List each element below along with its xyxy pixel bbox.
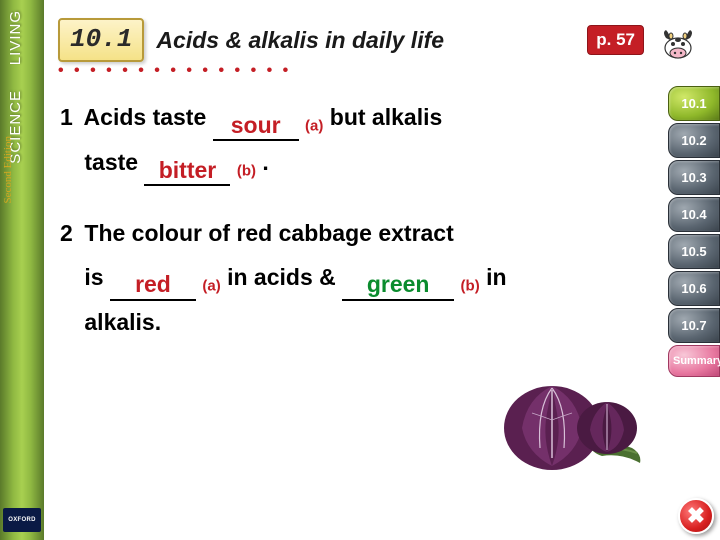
- content-area: 1 Acids taste sour (a) but alkalis taste…: [60, 96, 630, 371]
- section-number-badge: 10.1: [58, 18, 144, 62]
- question: 1 Acids taste sour (a) but alkalis taste…: [60, 96, 630, 186]
- header: 10.1 Acids & alkalis in daily life p. 57: [58, 18, 700, 62]
- answer: sour: [231, 112, 281, 138]
- tab-section[interactable]: 10.1: [668, 86, 720, 121]
- publisher-logo: OXFORD: [3, 508, 41, 532]
- page-reference-badge: p. 57: [587, 25, 644, 55]
- spine-title: LIVING: [7, 10, 24, 65]
- tab-section[interactable]: 10.4: [668, 197, 720, 232]
- close-button[interactable]: ✖: [678, 498, 714, 534]
- question-text: alkalis.: [84, 309, 161, 335]
- separator-dots: • • • • • • • • • • • • • • • • • • • • …: [58, 62, 298, 72]
- question: 2 The colour of red cabbage extract is r…: [60, 212, 630, 344]
- blank-label: (a): [202, 277, 220, 294]
- tab-section[interactable]: 10.7: [668, 308, 720, 343]
- blank-label: (b): [461, 277, 480, 294]
- question-text: taste: [84, 149, 144, 175]
- spine-edition: Second Edition: [2, 136, 14, 204]
- section-tabs: 10.110.210.310.410.510.610.7Summary: [668, 86, 720, 379]
- book-spine: LIVING SCIENCE Second Edition OXFORD: [0, 0, 44, 540]
- tab-summary[interactable]: Summary: [668, 345, 720, 377]
- answer: red: [135, 271, 171, 297]
- close-icon: ✖: [687, 505, 705, 527]
- question-number: 2: [60, 212, 78, 256]
- blank-label: (a): [305, 118, 323, 135]
- cow-mascot-icon: [656, 20, 700, 60]
- question-text: in acids &: [221, 264, 342, 290]
- section-title: Acids & alkalis in daily life: [156, 27, 575, 54]
- tab-section[interactable]: 10.2: [668, 123, 720, 158]
- fill-blank: bitter: [144, 157, 230, 187]
- question-text: The colour of red cabbage extract: [84, 220, 453, 246]
- tab-section[interactable]: 10.3: [668, 160, 720, 195]
- tab-section[interactable]: 10.5: [668, 234, 720, 269]
- question-number: 1: [60, 96, 78, 140]
- fill-blank: sour: [213, 112, 299, 142]
- fill-blank: green: [342, 271, 454, 301]
- red-cabbage-image: [492, 358, 652, 478]
- question-text: Acids taste: [84, 104, 213, 130]
- blank-label: (b): [237, 163, 256, 180]
- fill-blank: red: [110, 271, 196, 301]
- question-text: .: [256, 149, 269, 175]
- question-text: in: [480, 264, 507, 290]
- question-text: is: [84, 264, 110, 290]
- tab-section[interactable]: 10.6: [668, 271, 720, 306]
- slide-page: LIVING SCIENCE Second Edition OXFORD 10.…: [0, 0, 720, 540]
- answer: bitter: [159, 157, 217, 183]
- question-text: but alkalis: [323, 104, 442, 130]
- answer: green: [367, 271, 430, 297]
